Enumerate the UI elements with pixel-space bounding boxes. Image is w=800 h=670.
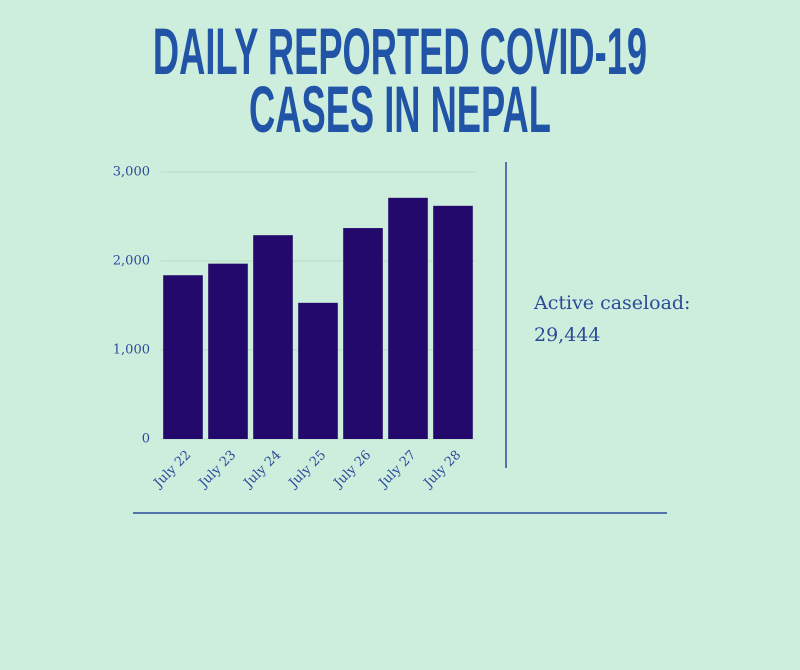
bar	[298, 302, 338, 439]
bar	[388, 197, 428, 439]
x-tick-label: July 22	[150, 448, 194, 492]
x-tick-label: July 25	[285, 448, 329, 492]
annotation: Active caseload:	[533, 292, 690, 314]
x-tick-label: July 23	[195, 448, 239, 492]
chart-title: DAILY REPORTED COVID-19 CASES IN NEPAL	[152, 14, 648, 146]
bar	[163, 275, 203, 439]
bar	[433, 205, 473, 439]
y-tick-label: 3,000	[113, 165, 150, 180]
y-tick-label: 2,000	[113, 254, 150, 269]
x-tick-label: July 26	[330, 448, 374, 492]
bar	[208, 263, 248, 439]
y-tick-label: 0	[142, 432, 150, 447]
annotation: 29,444	[534, 324, 600, 346]
x-tick-label: July 27	[375, 448, 419, 492]
bar	[343, 228, 383, 439]
bar	[253, 235, 293, 439]
x-tick-label: July 24	[240, 448, 284, 492]
y-tick-label: 1,000	[113, 343, 150, 358]
x-tick-label: July 28	[420, 448, 464, 492]
